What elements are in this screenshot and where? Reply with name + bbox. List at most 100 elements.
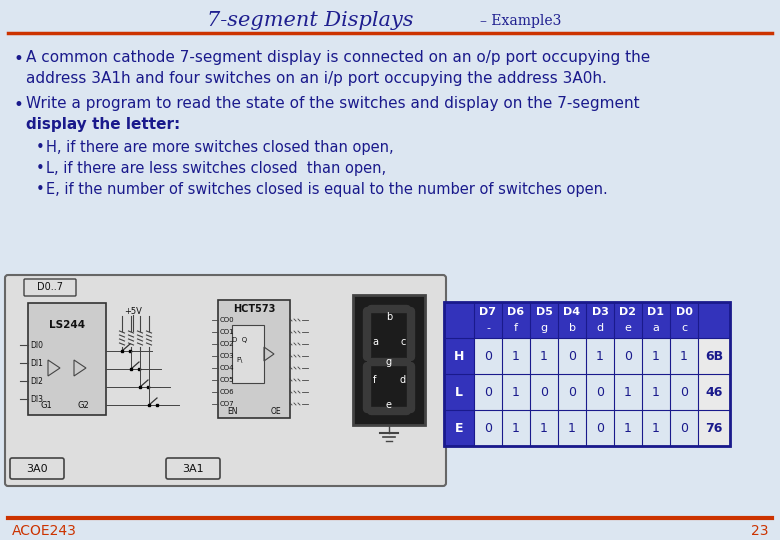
Text: •: •: [14, 96, 24, 114]
Text: E: E: [455, 422, 463, 435]
Text: Write a program to read the state of the switches and display on the 7-segment: Write a program to read the state of the…: [26, 96, 640, 111]
Text: 0: 0: [540, 386, 548, 399]
Bar: [444, 410, 730, 446]
Text: b: b: [569, 323, 576, 333]
Text: •: •: [36, 140, 44, 155]
Bar: [444, 302, 730, 338]
Text: CO5: CO5: [220, 377, 235, 383]
Text: H: H: [454, 349, 464, 362]
Text: 1: 1: [540, 422, 548, 435]
Text: DI2: DI2: [30, 376, 43, 386]
Text: A common cathode 7-segment display is connected on an o/p port occupying the: A common cathode 7-segment display is co…: [26, 50, 651, 65]
Text: L, if there are less switches closed  than open,: L, if there are less switches closed tha…: [46, 161, 386, 176]
Text: 0: 0: [596, 386, 604, 399]
Bar: [698, 410, 730, 446]
FancyBboxPatch shape: [10, 458, 64, 479]
Bar: [28, 303, 106, 415]
Text: a: a: [372, 337, 378, 347]
Text: 1: 1: [512, 349, 520, 362]
Text: OE: OE: [271, 407, 282, 415]
Text: 1: 1: [512, 386, 520, 399]
Bar: [232, 325, 264, 383]
Text: D5: D5: [536, 307, 552, 317]
Text: CO1: CO1: [220, 329, 235, 335]
Text: 1: 1: [568, 422, 576, 435]
Text: c: c: [681, 323, 687, 333]
Text: 0: 0: [680, 386, 688, 399]
Text: 0: 0: [484, 386, 492, 399]
Bar: [444, 338, 730, 374]
Text: 3A1: 3A1: [183, 463, 204, 474]
Bar: [444, 338, 474, 374]
Text: 0: 0: [624, 349, 632, 362]
Text: 23: 23: [750, 524, 768, 538]
Bar: [698, 338, 730, 374]
Text: D6: D6: [508, 307, 525, 317]
Text: 7-segment Displays: 7-segment Displays: [207, 10, 413, 30]
Text: D  Q: D Q: [232, 337, 247, 343]
FancyBboxPatch shape: [24, 279, 76, 296]
FancyBboxPatch shape: [5, 275, 446, 486]
Text: 1: 1: [624, 422, 632, 435]
Text: 1: 1: [596, 349, 604, 362]
Text: 1: 1: [540, 349, 548, 362]
Text: 3A0: 3A0: [27, 463, 48, 474]
Text: 46: 46: [705, 386, 723, 399]
Text: c: c: [400, 337, 406, 347]
Text: 0: 0: [568, 349, 576, 362]
Text: H, if there are more switches closed than open,: H, if there are more switches closed tha…: [46, 140, 394, 155]
Text: 0: 0: [484, 349, 492, 362]
Text: CO6: CO6: [220, 389, 235, 395]
Text: d: d: [597, 323, 604, 333]
Text: 0: 0: [568, 386, 576, 399]
Text: b: b: [386, 312, 392, 322]
Text: +5V: +5V: [124, 307, 142, 315]
FancyBboxPatch shape: [166, 458, 220, 479]
Text: 1: 1: [680, 349, 688, 362]
Text: f: f: [374, 375, 377, 385]
Text: 1: 1: [652, 349, 660, 362]
Text: CO3: CO3: [220, 353, 235, 359]
Text: 1: 1: [512, 422, 520, 435]
Text: •: •: [36, 182, 44, 197]
Text: DI0: DI0: [30, 341, 43, 349]
Text: LS244: LS244: [49, 320, 85, 330]
Text: 76: 76: [705, 422, 723, 435]
Text: g: g: [386, 357, 392, 367]
Text: CO0: CO0: [220, 317, 235, 323]
Text: e: e: [386, 400, 392, 410]
Text: a: a: [653, 323, 659, 333]
Text: •: •: [14, 50, 24, 68]
Text: D0..7: D0..7: [37, 282, 63, 293]
Text: CO4: CO4: [220, 365, 235, 371]
Text: e: e: [625, 323, 632, 333]
Text: G2: G2: [77, 401, 89, 409]
Text: DI1: DI1: [30, 359, 43, 368]
Text: D7: D7: [480, 307, 497, 317]
Bar: [218, 300, 290, 418]
Text: G1: G1: [40, 401, 52, 409]
Text: -: -: [486, 323, 490, 333]
Text: D3: D3: [591, 307, 608, 317]
Text: 1: 1: [652, 386, 660, 399]
Text: 0: 0: [680, 422, 688, 435]
Text: HCT573: HCT573: [232, 304, 275, 314]
Text: 1: 1: [624, 386, 632, 399]
Text: CO2: CO2: [220, 341, 235, 347]
Text: D2: D2: [619, 307, 636, 317]
Text: D1: D1: [647, 307, 665, 317]
Text: 6B: 6B: [705, 349, 723, 362]
Text: 0: 0: [596, 422, 604, 435]
Text: D4: D4: [563, 307, 580, 317]
Text: ACOE243: ACOE243: [12, 524, 77, 538]
Text: L: L: [455, 386, 463, 399]
Text: •: •: [36, 161, 44, 176]
Text: E, if the number of switches closed is equal to the number of switches open.: E, if the number of switches closed is e…: [46, 182, 608, 197]
Text: 1: 1: [652, 422, 660, 435]
Text: 0: 0: [484, 422, 492, 435]
Text: EN: EN: [227, 407, 237, 415]
Text: D0: D0: [675, 307, 693, 317]
Text: F\: F\: [237, 357, 243, 363]
Text: f: f: [514, 323, 518, 333]
Text: CO7: CO7: [220, 401, 235, 407]
